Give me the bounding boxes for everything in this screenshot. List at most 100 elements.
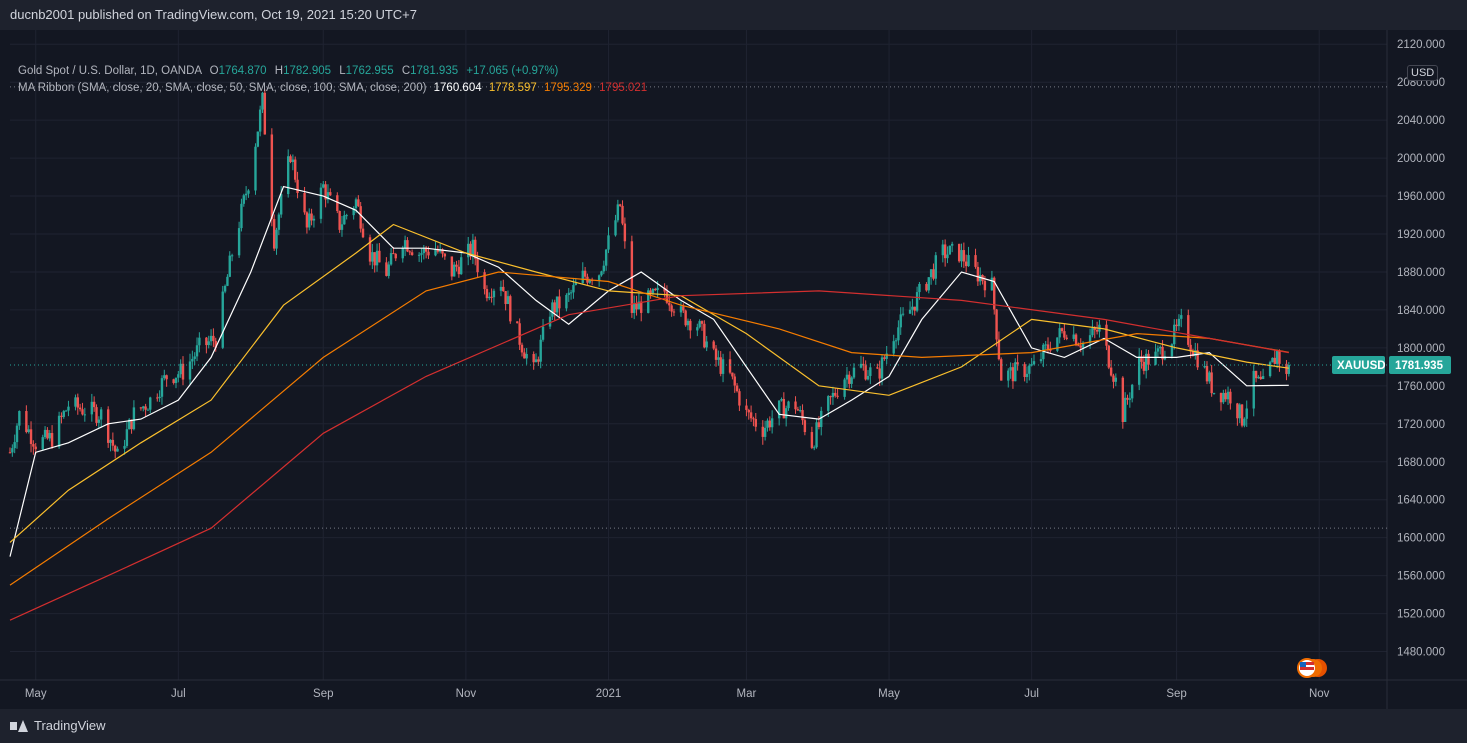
- candle-up: [193, 356, 196, 359]
- candle-down: [523, 352, 526, 359]
- candle-up: [555, 296, 559, 313]
- candle-up: [787, 401, 790, 409]
- candle-up: [721, 359, 725, 374]
- candle-down: [368, 237, 372, 262]
- candle-up: [897, 327, 900, 341]
- candle-up: [831, 392, 835, 398]
- time-axis-label: Sep: [1166, 688, 1186, 700]
- candle-down: [490, 296, 493, 298]
- sma-20-line: [9, 185, 1289, 557]
- candle-down: [1210, 372, 1213, 394]
- candle-down: [810, 432, 814, 448]
- open-key: O: [209, 65, 219, 77]
- candle-up: [766, 420, 769, 428]
- candle-up: [1042, 344, 1045, 360]
- candle-up: [777, 400, 781, 419]
- candle-up: [967, 255, 970, 267]
- currency-badge[interactable]: USD: [1407, 65, 1439, 81]
- candle-up: [163, 375, 166, 379]
- tradingview-brand: TradingView: [34, 718, 106, 733]
- candle-up: [1128, 398, 1132, 400]
- candle-up: [422, 248, 426, 254]
- candle-up: [226, 276, 229, 286]
- candle-down: [1093, 328, 1096, 330]
- candle-down: [733, 376, 736, 386]
- candle-down: [357, 199, 360, 207]
- candle-up: [597, 275, 601, 281]
- candle-down: [976, 266, 980, 282]
- candle-up: [420, 253, 423, 255]
- candle-up: [845, 374, 849, 380]
- candle-down: [34, 446, 37, 450]
- candle-down: [1107, 345, 1110, 368]
- candle-up: [237, 228, 241, 256]
- candle-down: [336, 195, 339, 211]
- candle-up: [158, 396, 161, 399]
- candle-down: [876, 367, 879, 369]
- candle-up: [763, 427, 767, 437]
- candle-down: [752, 418, 755, 420]
- candle-up: [352, 208, 355, 216]
- candle-up: [48, 433, 51, 439]
- candle-down: [385, 262, 388, 276]
- candle-up: [572, 285, 575, 293]
- ma-ribbon-label: MA Ribbon (SMA, close, 20, SMA, close, 5…: [18, 82, 427, 94]
- candle-down: [272, 219, 276, 249]
- candle-up: [434, 249, 437, 256]
- candle-down: [1000, 359, 1003, 381]
- price-axis-label: 1760.000: [1397, 381, 1445, 393]
- ohlc-legend: Gold Spot / U.S. Dollar, 1D, OANDA O1764…: [18, 65, 558, 77]
- candle-down: [703, 323, 706, 348]
- candle-up: [815, 422, 818, 448]
- candle-down: [1147, 353, 1150, 365]
- candle-down: [111, 439, 115, 446]
- candle-up: [798, 410, 802, 412]
- candle-up: [614, 220, 617, 236]
- candle-down: [324, 184, 327, 200]
- candle-up: [607, 235, 610, 250]
- candle-down: [731, 372, 734, 377]
- economic-events-icon[interactable]: [1297, 658, 1327, 678]
- candle-down: [1187, 315, 1190, 345]
- candle-down: [474, 239, 477, 259]
- candle-up: [1245, 408, 1248, 419]
- tradingview-logo[interactable]: TradingView: [10, 718, 106, 733]
- candle-down: [932, 269, 935, 279]
- price-axis-label: 1520.000: [1397, 609, 1445, 621]
- candle-up: [1007, 370, 1010, 381]
- candle-down: [1112, 375, 1115, 382]
- candle-down: [913, 306, 916, 311]
- candle-down: [1259, 376, 1262, 380]
- price-chart[interactable]: 2120.0002080.0002040.0002000.0001960.000…: [0, 30, 1467, 709]
- candle-down: [373, 252, 376, 266]
- candle-down: [205, 337, 208, 346]
- candle-up: [240, 203, 243, 229]
- chart-panel[interactable]: 2120.000 2080.000 2040.000 2000.000 1960.000…: [0, 30, 1467, 709]
- candle-down: [1079, 345, 1082, 348]
- publisher-text: ducnb2001 published on TradingView.com, …: [10, 7, 418, 22]
- candle-up: [1170, 344, 1174, 357]
- candle-down: [689, 320, 692, 331]
- candle-up: [852, 367, 856, 378]
- candle-down: [81, 409, 84, 415]
- candle-up: [354, 199, 358, 209]
- candle-up: [375, 250, 379, 266]
- candle-up: [1243, 418, 1246, 426]
- candle-up: [1154, 351, 1157, 365]
- candle-up: [67, 406, 70, 411]
- candle-down: [964, 261, 968, 267]
- candle-down: [450, 256, 454, 277]
- candle-down: [310, 213, 313, 221]
- candle-up: [1044, 344, 1047, 346]
- low-value: 1762.955: [345, 65, 394, 77]
- candle-down: [502, 286, 505, 292]
- candle-up: [859, 363, 863, 368]
- candle-up: [228, 255, 231, 277]
- candle-up: [885, 353, 888, 359]
- candle-up: [343, 215, 346, 225]
- candle-down: [504, 291, 507, 305]
- candle-down: [983, 280, 987, 291]
- candle-up: [417, 254, 421, 256]
- candle-down: [518, 323, 521, 345]
- candle-down: [114, 445, 117, 452]
